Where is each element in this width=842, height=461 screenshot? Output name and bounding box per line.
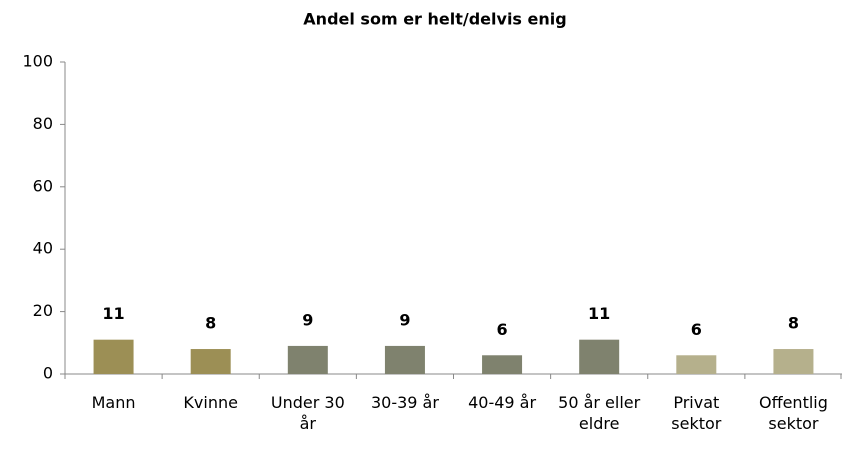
value-label: 6 bbox=[496, 320, 507, 339]
x-tick-label: Kvinne bbox=[183, 393, 238, 412]
y-tick-label: 40 bbox=[33, 239, 53, 258]
bar bbox=[287, 345, 328, 374]
y-tick-label: 0 bbox=[43, 364, 53, 383]
value-label: 8 bbox=[788, 314, 799, 333]
x-tick-label: Offentlig sektor bbox=[758, 393, 828, 433]
value-label: 6 bbox=[691, 320, 702, 339]
value-label: 8 bbox=[205, 314, 216, 333]
value-label: 9 bbox=[302, 310, 313, 329]
bar bbox=[773, 349, 814, 374]
bar bbox=[482, 355, 523, 374]
bar bbox=[676, 355, 717, 374]
y-tick-label: 60 bbox=[33, 176, 53, 195]
x-tick-label: 40-49 år bbox=[468, 393, 537, 412]
x-tick-label: Privat sektor bbox=[671, 393, 722, 433]
x-tick-label: 30-39 år bbox=[370, 393, 439, 412]
bar bbox=[93, 339, 134, 374]
x-tick-label: 50 år eller eldre bbox=[558, 393, 641, 433]
chart-title: Andel som er helt/delvis enig bbox=[303, 10, 566, 29]
value-label: 9 bbox=[399, 310, 410, 329]
x-tick-label: Mann bbox=[91, 393, 136, 412]
y-tick-label: 80 bbox=[33, 114, 53, 133]
bar bbox=[190, 349, 231, 374]
y-tick-label: 100 bbox=[22, 52, 53, 71]
bar bbox=[579, 339, 620, 374]
y-tick-label: 20 bbox=[33, 301, 53, 320]
x-tick-label: Under 30 år bbox=[270, 393, 345, 433]
bar bbox=[384, 345, 425, 374]
value-label: 11 bbox=[588, 304, 610, 323]
value-label: 11 bbox=[102, 304, 124, 323]
